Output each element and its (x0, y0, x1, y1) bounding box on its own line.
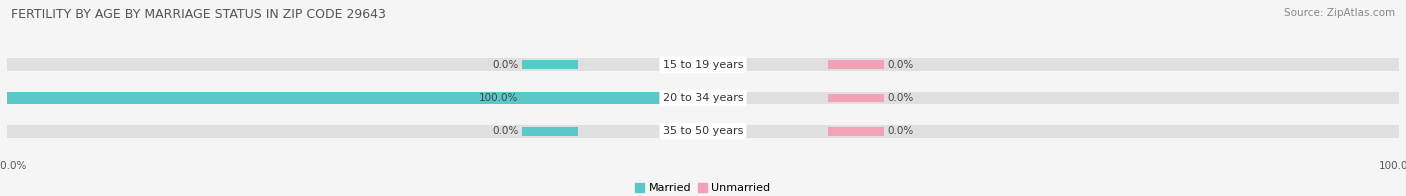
Bar (7, 125, 1399, 138)
Bar (7, 92, 1399, 104)
Bar (7, 125, 1399, 138)
Text: 20 to 34 years: 20 to 34 years (662, 93, 744, 103)
Text: 0.0%: 0.0% (492, 60, 519, 70)
Text: 0.0%: 0.0% (887, 126, 914, 136)
Text: FERTILITY BY AGE BY MARRIAGE STATUS IN ZIP CODE 29643: FERTILITY BY AGE BY MARRIAGE STATUS IN Z… (11, 8, 387, 21)
Bar (522, 127, 578, 136)
Text: 35 to 50 years: 35 to 50 years (662, 126, 744, 136)
Bar (7, 58, 1399, 71)
Text: 100.0%: 100.0% (479, 93, 519, 103)
Legend: Married, Unmarried: Married, Unmarried (636, 183, 770, 193)
Bar (522, 60, 578, 69)
Bar (7, 92, 1399, 104)
Bar (522, 93, 578, 103)
Text: 0.0%: 0.0% (492, 126, 519, 136)
Bar (828, 60, 884, 69)
Text: 0.0%: 0.0% (887, 93, 914, 103)
Bar (7, 58, 1399, 71)
Bar (7, 92, 703, 104)
Bar (828, 93, 884, 103)
Text: Source: ZipAtlas.com: Source: ZipAtlas.com (1284, 8, 1395, 18)
Text: 0.0%: 0.0% (887, 60, 914, 70)
Bar (828, 127, 884, 136)
Text: 15 to 19 years: 15 to 19 years (662, 60, 744, 70)
